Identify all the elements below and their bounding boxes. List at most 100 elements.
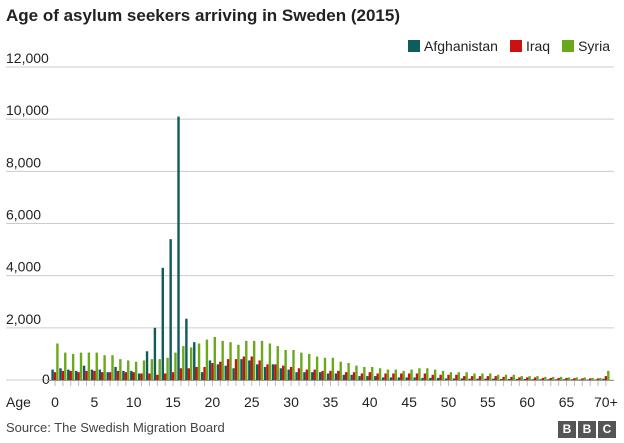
bar-iraq-12 xyxy=(148,373,151,380)
bar-syria-5 xyxy=(95,352,98,380)
bar-syria-38 xyxy=(355,365,358,380)
bar-afghanistan-12 xyxy=(145,351,149,380)
x-tick-label: 40 xyxy=(362,394,378,410)
bar-iraq-26 xyxy=(258,360,261,380)
bar-afghanistan-68 xyxy=(586,379,589,380)
bar-syria-17 xyxy=(189,347,193,380)
bar-iraq-19 xyxy=(203,366,206,380)
bar-iraq-62 xyxy=(541,377,545,380)
bar-afghanistan-10 xyxy=(130,370,133,380)
bar-iraq-10 xyxy=(132,372,135,380)
bar-afghanistan-34 xyxy=(318,372,322,380)
bar-iraq-59 xyxy=(518,377,521,380)
x-tick-label: 45 xyxy=(401,394,417,410)
bar-afghanistan-28 xyxy=(271,364,275,380)
bar-afghanistan-70+ xyxy=(602,378,605,380)
bar-afghanistan-44 xyxy=(397,377,401,380)
bar-iraq-46 xyxy=(415,373,419,380)
bar-syria-39 xyxy=(363,366,366,380)
bar-afghanistan-4 xyxy=(82,365,86,380)
bar-syria-65 xyxy=(567,377,571,380)
bar-iraq-0 xyxy=(53,372,57,380)
bar-afghanistan-63 xyxy=(547,379,550,380)
bar-iraq-45 xyxy=(407,373,411,380)
bar-afghanistan-45 xyxy=(405,377,408,380)
bar-iraq-50 xyxy=(447,374,450,380)
bar-iraq-30 xyxy=(289,366,293,380)
bar-syria-35 xyxy=(331,357,335,380)
bar-syria-22 xyxy=(229,342,232,380)
bar-afghanistan-9 xyxy=(122,370,125,380)
bar-syria-0 xyxy=(56,343,59,380)
bar-syria-40 xyxy=(371,366,374,380)
bar-iraq-9 xyxy=(124,372,128,380)
bar-iraq-2 xyxy=(69,370,72,380)
bar-afghanistan-5 xyxy=(90,369,94,380)
bar-syria-18 xyxy=(197,343,201,380)
bar-syria-42 xyxy=(386,369,390,380)
x-tick-label: 30 xyxy=(283,394,299,410)
bar-iraq-65 xyxy=(565,377,568,380)
bar-afghanistan-57 xyxy=(499,378,503,380)
x-tick-label: 55 xyxy=(480,394,496,410)
bar-syria-52 xyxy=(465,372,468,380)
bar-syria-50 xyxy=(449,372,453,380)
bar-iraq-16 xyxy=(179,368,183,380)
bar-syria-69 xyxy=(599,377,602,380)
bar-afghanistan-32 xyxy=(303,372,306,380)
bar-iraq-18 xyxy=(195,366,198,380)
bar-syria-41 xyxy=(378,368,382,380)
bar-afghanistan-66 xyxy=(570,379,574,380)
y-tick-label: 4,000 xyxy=(6,259,41,275)
bar-iraq-68 xyxy=(588,378,592,380)
bar-syria-7 xyxy=(111,355,114,380)
bar-iraq-36 xyxy=(337,370,340,380)
bar-iraq-63 xyxy=(549,377,553,380)
bar-iraq-8 xyxy=(116,370,120,380)
bar-iraq-42 xyxy=(384,373,387,380)
legend-iraq: Iraq xyxy=(509,38,550,54)
bar-syria-44 xyxy=(402,370,405,380)
x-tick-label: 65 xyxy=(559,394,575,410)
y-tick-label: 6,000 xyxy=(6,207,41,223)
bar-iraq-27 xyxy=(266,364,269,380)
bar-afghanistan-22 xyxy=(224,365,227,380)
bar-afghanistan-35 xyxy=(326,373,330,380)
bar-afghanistan-30 xyxy=(287,369,290,380)
bar-syria-12 xyxy=(150,359,154,380)
bar-syria-27 xyxy=(268,343,272,380)
y-tick-label: 0 xyxy=(42,371,50,387)
x-tick-label: 25 xyxy=(244,394,260,410)
bar-syria-49 xyxy=(441,370,445,380)
bar-syria-48 xyxy=(433,369,437,380)
x-axis-label: Age xyxy=(6,394,31,410)
bar-syria-10 xyxy=(134,361,138,380)
bar-iraq-60 xyxy=(526,377,529,380)
bar-iraq-20 xyxy=(211,363,214,380)
bar-afghanistan-60 xyxy=(523,378,526,380)
bar-afghanistan-7 xyxy=(106,372,109,380)
bar-afghanistan-53 xyxy=(468,378,471,380)
bar-syria-68 xyxy=(591,377,594,380)
bar-afghanistan-18 xyxy=(193,342,196,380)
bar-syria-8 xyxy=(119,359,122,380)
bar-syria-13 xyxy=(158,359,161,380)
bar-afghanistan-37 xyxy=(342,374,345,380)
bar-iraq-58 xyxy=(510,376,513,380)
bar-afghanistan-58 xyxy=(507,378,511,380)
legend-afghanistan: Afghanistan xyxy=(408,38,498,54)
bar-iraq-24 xyxy=(242,356,246,380)
bar-iraq-31 xyxy=(297,368,301,380)
bar-iraq-21 xyxy=(219,361,222,380)
bar-afghanistan-1 xyxy=(59,368,62,380)
bar-iraq-66 xyxy=(573,378,576,380)
bar-iraq-41 xyxy=(376,373,379,380)
bar-iraq-64 xyxy=(557,377,560,380)
bar-afghanistan-33 xyxy=(311,372,314,380)
bar-syria-58 xyxy=(512,374,516,380)
bar-iraq-25 xyxy=(250,356,253,380)
bar-iraq-61 xyxy=(533,377,537,380)
bar-syria-64 xyxy=(559,376,563,380)
bar-syria-33 xyxy=(315,356,319,380)
